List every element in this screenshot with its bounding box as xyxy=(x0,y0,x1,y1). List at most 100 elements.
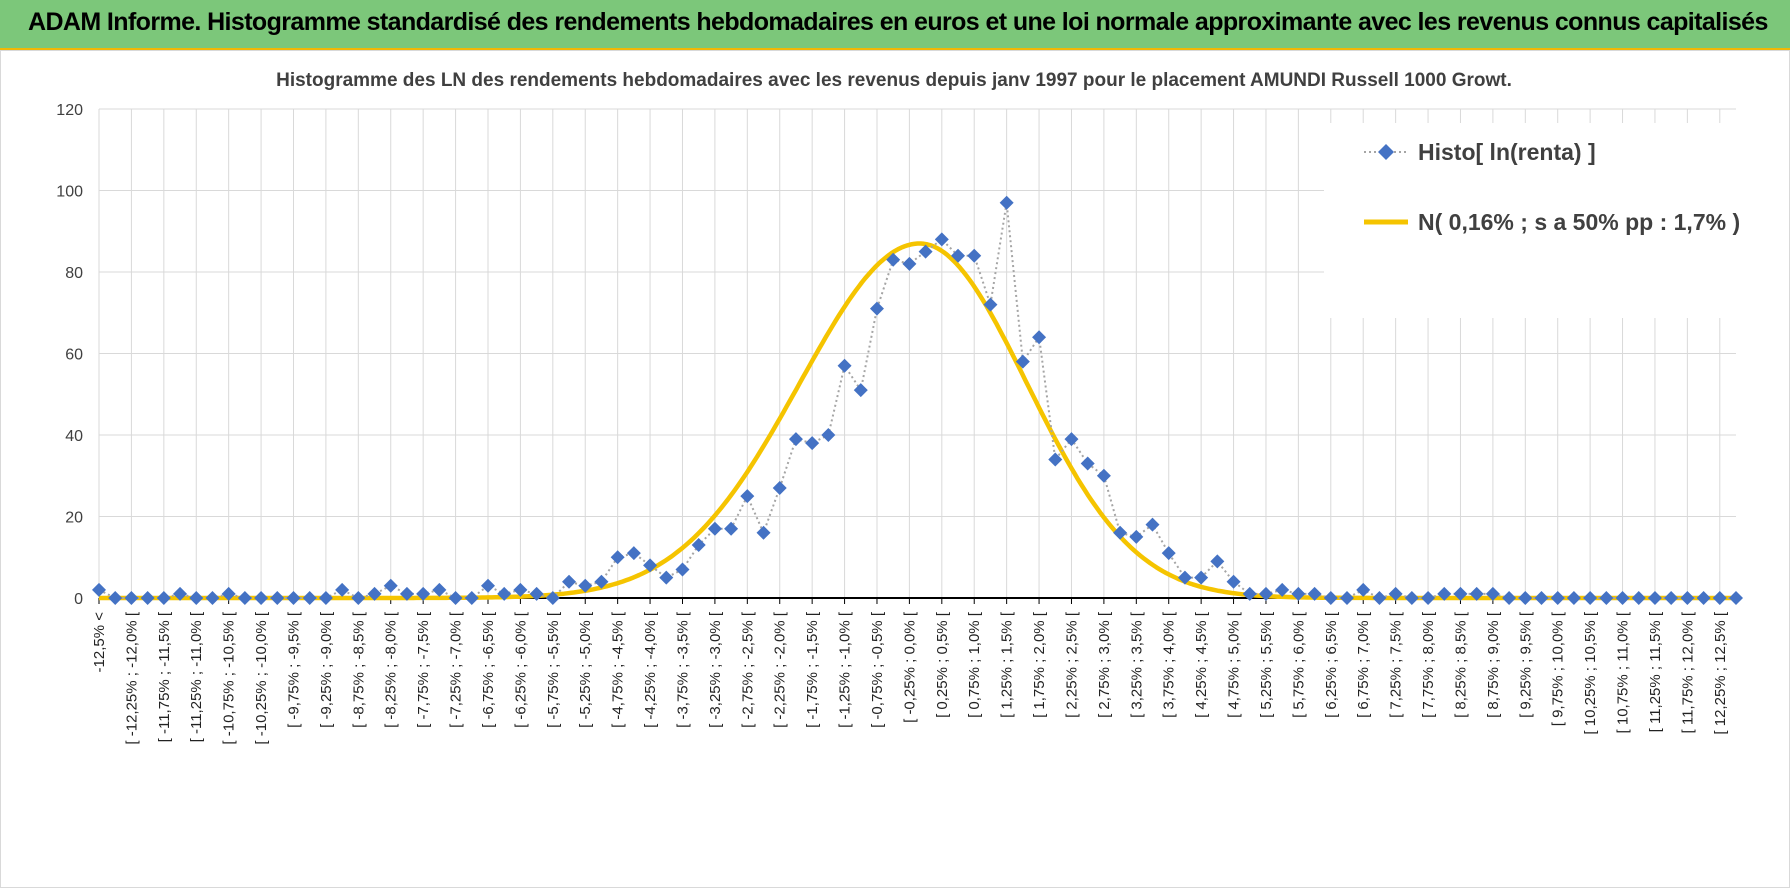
histogram-point xyxy=(1437,586,1452,601)
histogram-point xyxy=(983,297,998,312)
histogram-point xyxy=(1080,456,1095,471)
histogram-point xyxy=(205,591,220,605)
x-tick-label: [ 3,75% ; 4,0% [ xyxy=(1161,611,1178,718)
histogram-point xyxy=(918,244,933,259)
y-tick-label: 20 xyxy=(65,510,83,527)
y-tick-label: 100 xyxy=(56,184,83,201)
x-tick-label: [ 9,75% ; 10,0% [ xyxy=(1550,611,1567,726)
x-tick-label: [ -2,75% ; -2,5% [ xyxy=(739,611,756,728)
histogram-point xyxy=(1258,586,1273,601)
y-tick-label: 40 xyxy=(65,428,83,445)
histogram-point xyxy=(1534,591,1549,605)
histogram-point xyxy=(675,562,690,577)
histogram-point xyxy=(335,582,350,597)
histogram-point xyxy=(707,521,722,536)
x-tick-label: [ -5,25% ; -5,0% [ xyxy=(577,611,594,728)
histogram-point xyxy=(1307,586,1322,601)
histogram-point xyxy=(1275,582,1290,597)
x-tick-label: [ 1,75% ; 2,0% [ xyxy=(1031,611,1048,718)
histogram-point xyxy=(1647,591,1662,605)
histogram-point xyxy=(1453,586,1468,601)
histogram-point xyxy=(562,574,577,589)
histogram-point xyxy=(999,195,1014,210)
histogram-point xyxy=(1372,591,1387,605)
histogram-point xyxy=(351,591,366,605)
histogram-point xyxy=(772,480,787,495)
x-tick-label: [ -5,75% ; -5,5% [ xyxy=(545,611,562,728)
x-tick-label: [ -2,25% ; -2,0% [ xyxy=(772,611,789,728)
histogram-point xyxy=(1599,591,1614,605)
x-tick-label: [ 2,25% ; 2,5% [ xyxy=(1063,611,1080,718)
histogram-point xyxy=(1015,354,1030,369)
histogram-point xyxy=(869,301,884,316)
histogram-point xyxy=(967,248,982,263)
x-tick-label: [ -0,25% ; 0,0% [ xyxy=(901,611,918,723)
x-tick-label: [ 9,25% ; 9,5% [ xyxy=(1517,611,1534,718)
histogram-point xyxy=(1583,591,1598,605)
histogram-point xyxy=(886,252,901,267)
histogram-point xyxy=(383,578,398,593)
histogram-point xyxy=(1729,591,1743,605)
histogram-point xyxy=(221,586,236,601)
y-tick-label: 60 xyxy=(65,347,83,364)
x-tick-label: [ -3,75% ; -3,5% [ xyxy=(674,611,691,728)
histogram-point xyxy=(480,578,495,593)
histogram-point xyxy=(92,582,106,597)
x-tick-label: [ 3,25% ; 3,5% [ xyxy=(1128,611,1145,718)
x-tick-label: [ -7,25% ; -7,0% [ xyxy=(448,611,465,728)
histogram-point xyxy=(1502,591,1517,605)
y-tick-label: 0 xyxy=(74,591,83,608)
x-tick-label: [ 2,75% ; 3,0% [ xyxy=(1096,611,1113,718)
histogram-point xyxy=(1518,591,1533,605)
x-tick-label: [ 0,25% ; 0,5% [ xyxy=(934,611,951,718)
histogram-point xyxy=(1113,525,1128,540)
x-tick-label: [ -7,75% ; -7,5% [ xyxy=(415,611,432,728)
histogram-series-layer xyxy=(92,195,1743,605)
x-tick-label: [ -12,25% ; -12,0% [ xyxy=(123,611,140,744)
histogram-point xyxy=(448,591,463,605)
x-tick-label: [ -0,75% ; -0,5% [ xyxy=(869,611,886,728)
x-tick-label: [ 4,75% ; 5,0% [ xyxy=(1226,611,1243,718)
histogram-point xyxy=(270,591,285,605)
histogram-point xyxy=(1631,591,1646,605)
histogram-point xyxy=(691,538,706,553)
y-tick-label: 80 xyxy=(65,265,83,282)
histogram-point xyxy=(1064,432,1079,447)
chart-title: Histogramme des LN des rendements hebdom… xyxy=(276,70,1512,91)
histogram-point xyxy=(108,591,123,605)
histogram-point xyxy=(124,591,139,605)
x-tick-label: [ 1,25% ; 1,5% [ xyxy=(999,611,1016,718)
histogram-point xyxy=(1210,554,1225,569)
x-tick-label: [ 8,25% ; 8,5% [ xyxy=(1452,611,1469,718)
histogram-point xyxy=(1291,586,1306,601)
histogram-point xyxy=(1680,591,1695,605)
histogram-point xyxy=(853,383,868,398)
x-tick-label: [ -6,75% ; -6,5% [ xyxy=(480,611,497,728)
x-tick-label: [ -10,75% ; -10,5% [ xyxy=(221,611,238,744)
histogram-point xyxy=(740,489,755,504)
histogram-point xyxy=(173,586,188,601)
histogram-point xyxy=(1129,529,1144,544)
x-tick-label: [ 5,75% ; 6,0% [ xyxy=(1290,611,1307,718)
histogram-point xyxy=(821,428,836,442)
histogram-point xyxy=(286,591,301,605)
histogram-point xyxy=(1550,591,1565,605)
histogram-point xyxy=(497,586,512,601)
histogram-point xyxy=(318,591,333,605)
histogram-point xyxy=(1161,546,1176,561)
x-tick-label: [ 8,75% ; 9,0% [ xyxy=(1485,611,1502,718)
report-banner: ADAM Informe. Histogramme standardisé de… xyxy=(0,0,1790,50)
histogram-point xyxy=(934,232,949,247)
x-tick-label: [ 7,75% ; 8,0% [ xyxy=(1420,611,1437,718)
histogram-point xyxy=(902,256,917,271)
histogram-point xyxy=(1194,570,1209,585)
x-tick-label: [ -11,75% ; -11,5% [ xyxy=(156,611,173,742)
histogram-point xyxy=(140,591,155,605)
x-tick-label: [ -9,75% ; -9,5% [ xyxy=(285,611,302,728)
histogram-point xyxy=(545,591,560,605)
x-tick-label: [ -10,25% ; -10,0% [ xyxy=(253,611,270,744)
legend-label-histogram: Histo[ ln(renta) ] xyxy=(1418,139,1596,165)
histogram-point xyxy=(1032,330,1047,345)
x-tick-label: -12,5% < xyxy=(91,612,108,673)
histogram-point xyxy=(1615,591,1630,605)
